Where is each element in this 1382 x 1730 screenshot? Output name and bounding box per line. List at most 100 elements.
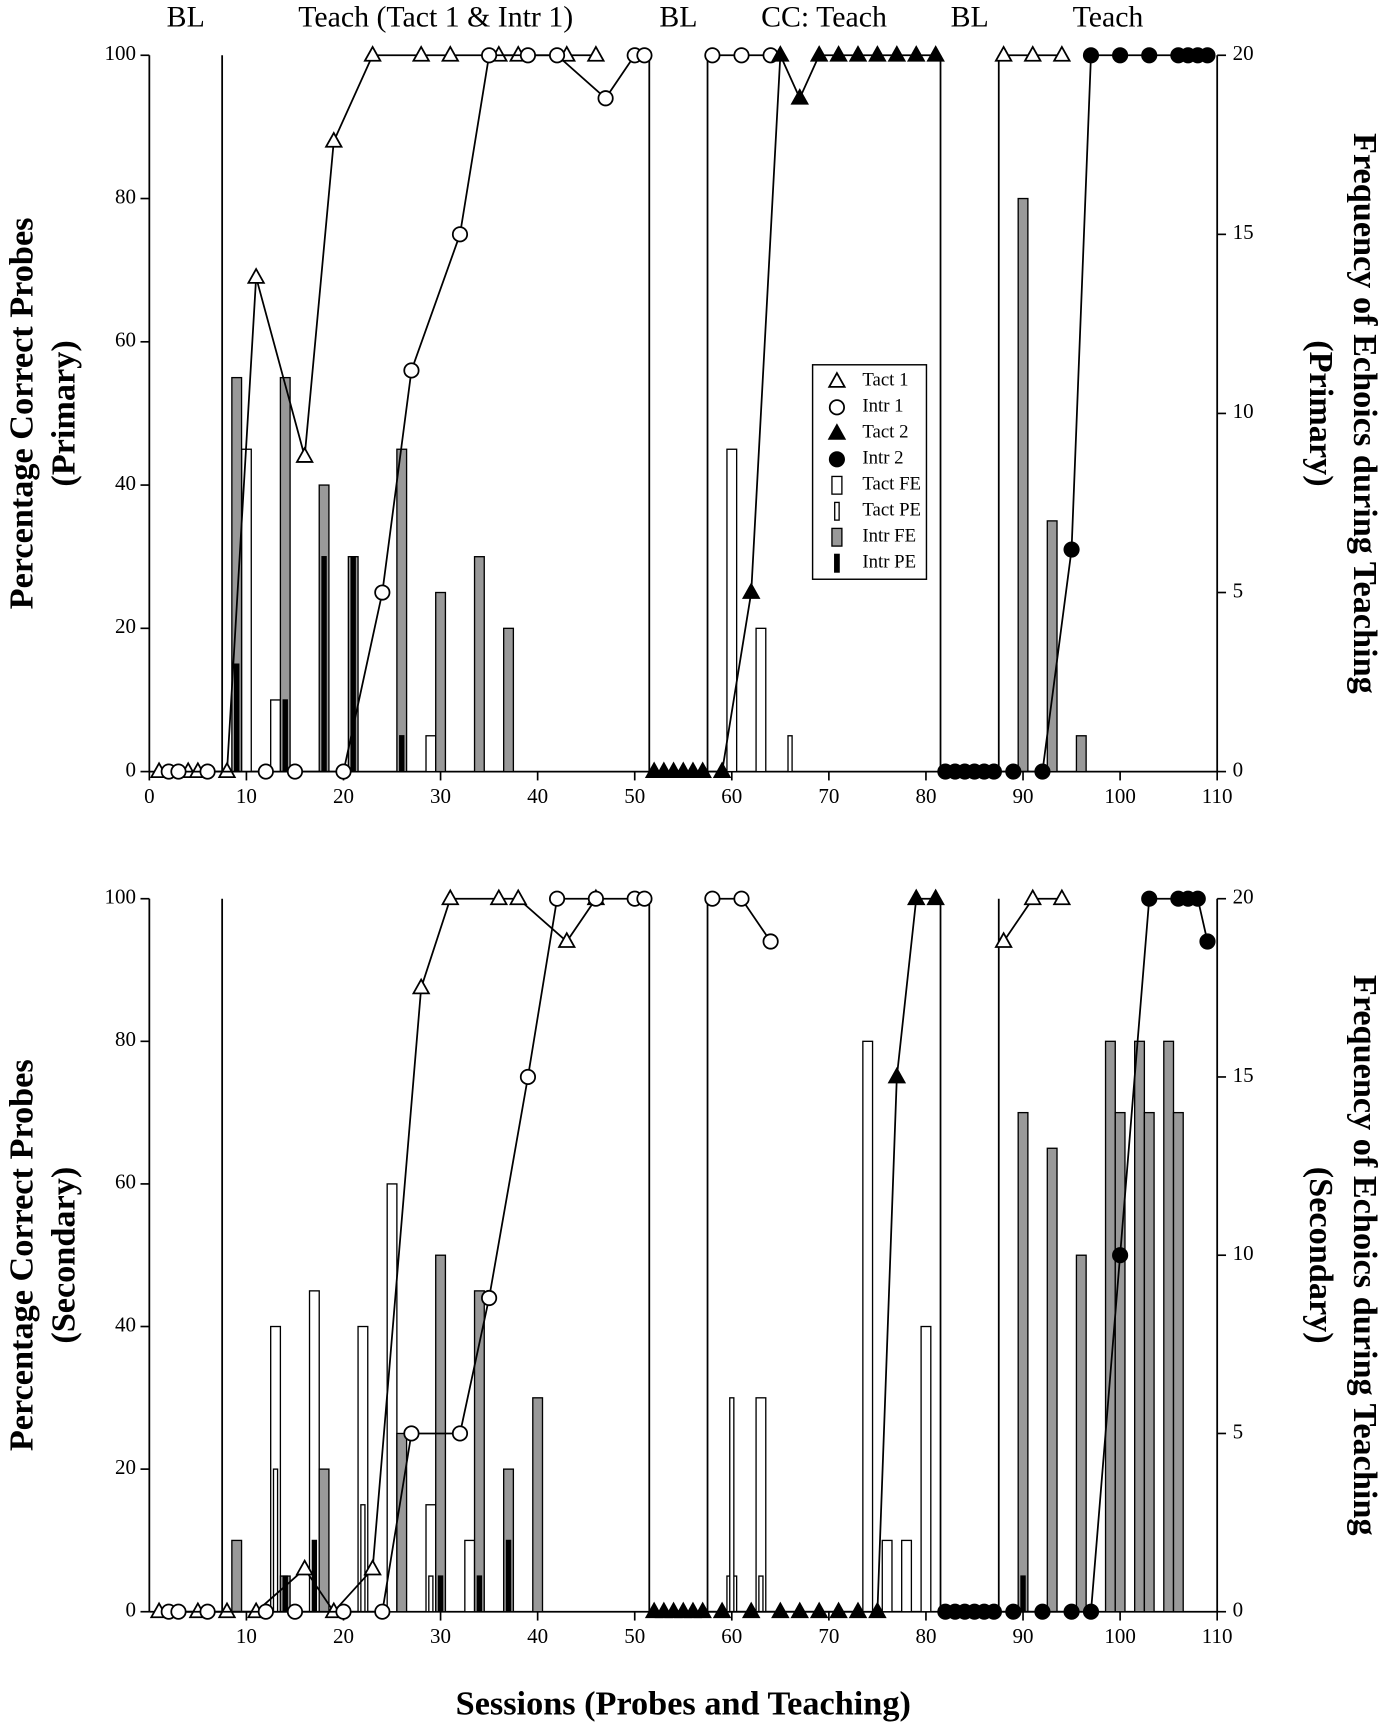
- circle-marker: [481, 1289, 498, 1307]
- circle-marker: [1199, 933, 1216, 950]
- phase-label: BL: [659, 1, 697, 34]
- x-axis-label: Sessions (Probes and Teaching): [456, 1685, 911, 1723]
- bar: [282, 1575, 288, 1613]
- series: [160, 890, 779, 1620]
- bar: [272, 1468, 279, 1613]
- triangle-marker: [829, 1601, 848, 1619]
- bar: [1163, 1040, 1175, 1613]
- panel: 10 20 30 40 50 60 70 80 90 100 1100204060801000510…: [2, 885, 1382, 1723]
- triangle-marker: [771, 1601, 790, 1619]
- circle-marker: [733, 890, 750, 907]
- x-tick-label: 20: [333, 1624, 354, 1648]
- bar: [350, 556, 356, 773]
- bar: [321, 556, 327, 773]
- legend-label: Intr PE: [862, 552, 916, 573]
- bar: [399, 735, 405, 773]
- triangle-marker: [1052, 888, 1072, 906]
- triangle-marker: [827, 423, 847, 440]
- circle-marker: [828, 399, 845, 416]
- bar: [270, 699, 282, 773]
- circle-marker: [286, 1603, 304, 1620]
- circle-marker: [335, 763, 352, 780]
- triangle-marker: [907, 888, 926, 906]
- bar: [473, 556, 485, 773]
- triangle-marker: [693, 1601, 712, 1619]
- legend-label: Intr 2: [862, 448, 903, 469]
- bar: [1046, 1147, 1058, 1613]
- x-tick-label: 20: [333, 784, 354, 808]
- series-line: [654, 897, 936, 1613]
- series-line: [159, 897, 597, 1614]
- y-tick-label: 0: [126, 1598, 137, 1622]
- triangle-marker: [441, 45, 460, 62]
- triangle-marker: [926, 45, 945, 62]
- y2-tick-label: 0: [1233, 1598, 1244, 1622]
- triangle-marker: [926, 888, 945, 906]
- bar: [1114, 1111, 1126, 1613]
- y-tick-label: 80: [115, 1027, 136, 1051]
- circle-marker: [704, 890, 721, 907]
- triangle-marker: [1052, 45, 1072, 62]
- bar: [464, 1539, 476, 1613]
- circle-marker: [1082, 47, 1100, 64]
- circle-marker: [403, 362, 420, 379]
- triangle-marker: [217, 761, 237, 779]
- phase-label: Teach (Tact 1 & Intr 1): [298, 1, 573, 34]
- bar: [1020, 1575, 1026, 1613]
- triangle-marker: [295, 1558, 314, 1576]
- bar: [758, 1575, 764, 1613]
- series-line: [159, 54, 596, 773]
- circle-marker: [481, 47, 498, 64]
- bar: [1172, 1111, 1184, 1613]
- circle-marker: [257, 763, 274, 780]
- bar: [729, 1397, 735, 1613]
- circle-marker: [733, 47, 750, 64]
- bar: [311, 1539, 318, 1613]
- circle-marker: [1082, 1603, 1100, 1620]
- y-axis-label: Percentage Correct Probes: [2, 218, 40, 610]
- triangle-marker: [809, 1601, 829, 1619]
- y2-tick-label: 10: [1233, 399, 1254, 423]
- y-tick-label: 40: [115, 471, 136, 495]
- y2-tick-label: 10: [1233, 1241, 1254, 1265]
- legend-swatch: [834, 501, 840, 521]
- circle-marker: [199, 763, 216, 780]
- x-tick-label: 80: [915, 1624, 936, 1648]
- triangle-marker: [411, 45, 431, 62]
- x-tick-label: 0: [144, 784, 155, 808]
- x-tick-label: 110: [1202, 784, 1233, 808]
- y-axis-label: (Secondary): [44, 1167, 82, 1344]
- series: [160, 47, 779, 780]
- y2-tick-label: 15: [1233, 220, 1254, 244]
- y-tick-label: 20: [115, 1455, 136, 1479]
- bar: [231, 1539, 243, 1613]
- legend-label: Intr FE: [862, 526, 916, 547]
- y2-tick-label: 15: [1233, 1063, 1254, 1087]
- legend-label: Tact 2: [862, 422, 908, 443]
- bar: [396, 448, 408, 773]
- circle-marker: [636, 890, 653, 907]
- circle-marker: [985, 763, 1002, 780]
- circle-marker: [374, 584, 391, 601]
- phase-label: Teach: [1073, 1, 1144, 34]
- x-tick-label: 40: [527, 1624, 548, 1648]
- circle-marker: [170, 763, 187, 780]
- y-tick-label: 80: [115, 184, 136, 208]
- bar: [318, 1468, 330, 1613]
- series: [644, 45, 945, 779]
- bar: [505, 1539, 512, 1613]
- bar: [282, 699, 288, 773]
- circle-marker: [548, 890, 566, 907]
- bar: [1143, 1111, 1155, 1613]
- circle-marker: [403, 1425, 420, 1442]
- circle-marker: [374, 1603, 391, 1620]
- circle-marker: [257, 1603, 274, 1620]
- bar: [1075, 1254, 1087, 1613]
- circle-marker: [1112, 47, 1129, 64]
- triangle-marker: [848, 1601, 868, 1619]
- triangle-marker: [827, 371, 847, 388]
- y-axis-label: (Primary): [44, 340, 82, 486]
- x-tick-label: 10: [236, 1624, 257, 1648]
- triangle-marker: [557, 931, 577, 948]
- triangle-marker: [489, 888, 509, 906]
